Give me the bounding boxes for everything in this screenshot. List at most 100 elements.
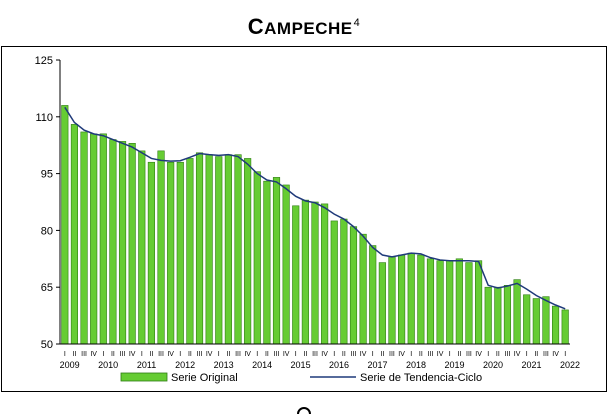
bar-22 bbox=[272, 177, 281, 345]
bar-32 bbox=[369, 245, 377, 345]
x-quarter-label-42: III bbox=[466, 351, 472, 358]
x-quarter-label-48: I bbox=[526, 351, 528, 358]
bar-5 bbox=[109, 139, 117, 345]
bar-21 bbox=[263, 180, 271, 345]
bar-41 bbox=[455, 258, 463, 345]
x-quarter-label-37: II bbox=[419, 351, 423, 358]
bar-1 bbox=[70, 124, 79, 345]
x-quarter-label-30: III bbox=[351, 351, 357, 358]
bar-48 bbox=[523, 294, 531, 345]
x-quarter-label-36: I bbox=[410, 351, 412, 358]
bar-13 bbox=[186, 158, 194, 345]
x-year-label-3: 2012 bbox=[175, 360, 195, 370]
bar-44 bbox=[484, 286, 492, 345]
x-quarter-label-50: III bbox=[543, 351, 549, 358]
bar-20 bbox=[253, 171, 261, 345]
x-quarter-label-27: IV bbox=[321, 351, 328, 358]
bar-51 bbox=[551, 305, 560, 345]
x-quarter-label-17: II bbox=[226, 351, 230, 358]
chart-title-superscript: 4 bbox=[353, 16, 361, 29]
x-quarter-label-32: I bbox=[372, 351, 374, 358]
bar-49 bbox=[532, 298, 540, 345]
bar-4 bbox=[99, 133, 107, 345]
x-quarter-label-45: II bbox=[496, 351, 500, 358]
x-quarter-label-0: I bbox=[64, 351, 66, 358]
y-tick-label-3: 95 bbox=[41, 169, 53, 181]
bar-43 bbox=[475, 260, 483, 345]
legend: Serie Original Serie de Tendencia-Ciclo bbox=[120, 372, 482, 384]
bar-0 bbox=[61, 105, 69, 345]
bar-52 bbox=[561, 309, 569, 345]
x-quarter-label-2: III bbox=[81, 351, 87, 358]
x-quarter-label-16: I bbox=[218, 351, 220, 358]
bar-39 bbox=[436, 260, 444, 345]
bar-37 bbox=[417, 254, 425, 345]
bar-14 bbox=[195, 152, 204, 345]
bar-17 bbox=[224, 154, 232, 345]
x-quarter-label-6: III bbox=[120, 351, 126, 358]
bar-31 bbox=[359, 233, 367, 345]
x-quarter-label-29: II bbox=[342, 351, 346, 358]
x-year-label-12: 2021 bbox=[521, 360, 541, 370]
bar-27 bbox=[321, 203, 329, 345]
x-quarter-label-43: IV bbox=[475, 351, 482, 358]
bar-24 bbox=[292, 205, 300, 345]
bar-47 bbox=[513, 279, 521, 345]
x-year-label-0: 2009 bbox=[60, 360, 80, 370]
bar-10 bbox=[157, 150, 165, 345]
x-year-label-11: 2020 bbox=[483, 360, 503, 370]
bar-29 bbox=[340, 218, 348, 345]
x-year-label-5: 2014 bbox=[252, 360, 272, 370]
x-quarter-label-31: IV bbox=[360, 351, 367, 358]
x-quarter-label-8: I bbox=[141, 351, 143, 358]
x-quarter-label-11: IV bbox=[167, 351, 174, 358]
y-tick-label-0: 50 bbox=[41, 339, 53, 351]
x-quarter-label-40: I bbox=[449, 351, 451, 358]
x-quarter-label-34: III bbox=[389, 351, 395, 358]
bar-35 bbox=[398, 254, 406, 345]
x-quarter-label-14: III bbox=[197, 351, 203, 358]
x-year-label-9: 2018 bbox=[406, 360, 426, 370]
bar-15 bbox=[205, 154, 213, 345]
x-quarter-label-24: I bbox=[295, 351, 297, 358]
chart-title-cap: C bbox=[247, 14, 265, 39]
y-axis: 50 65 80 95 110 125 bbox=[35, 55, 61, 351]
bar-45 bbox=[494, 286, 502, 345]
bar-28 bbox=[330, 220, 338, 345]
x-quarter-label-46: III bbox=[505, 351, 511, 358]
x-quarter-label-28: I bbox=[333, 351, 335, 358]
x-year-label-6: 2015 bbox=[291, 360, 311, 370]
x-quarter-label-41: II bbox=[457, 351, 461, 358]
x-quarter-label-33: II bbox=[380, 351, 384, 358]
x-quarter-label-10: III bbox=[158, 351, 164, 358]
y-tick-label-2: 80 bbox=[41, 225, 53, 237]
x-year-label-10: 2019 bbox=[445, 360, 465, 370]
bar-34 bbox=[388, 256, 396, 345]
bar-30 bbox=[349, 226, 358, 345]
x-quarter-label-7: IV bbox=[129, 351, 136, 358]
x-year-label-13: 2022 bbox=[560, 360, 580, 370]
legend-label-trend: Serie de Tendencia-Ciclo bbox=[360, 372, 482, 384]
bar-50 bbox=[542, 296, 550, 345]
x-quarter-label-38: III bbox=[428, 351, 434, 358]
bar-9 bbox=[147, 161, 155, 345]
bar-16 bbox=[215, 156, 223, 345]
y-tick-label-1: 65 bbox=[41, 282, 53, 294]
y-tick-label-5: 125 bbox=[35, 55, 53, 67]
x-year-label-7: 2016 bbox=[329, 360, 349, 370]
bar-23 bbox=[282, 184, 290, 345]
x-quarter-label-22: III bbox=[274, 351, 280, 358]
bar-11 bbox=[167, 161, 175, 345]
x-quarter-label-4: I bbox=[102, 351, 104, 358]
x-quarter-label-15: IV bbox=[206, 351, 213, 358]
bar-12 bbox=[176, 161, 184, 345]
x-quarter-label-3: IV bbox=[90, 351, 97, 358]
bar-36 bbox=[407, 252, 415, 345]
bar-46 bbox=[503, 285, 512, 345]
x-quarter-label-47: IV bbox=[514, 351, 521, 358]
x-quarter-label-18: III bbox=[235, 351, 241, 358]
bar-3 bbox=[90, 133, 98, 345]
bar-19 bbox=[244, 158, 252, 345]
x-quarter-label-20: I bbox=[256, 351, 258, 358]
